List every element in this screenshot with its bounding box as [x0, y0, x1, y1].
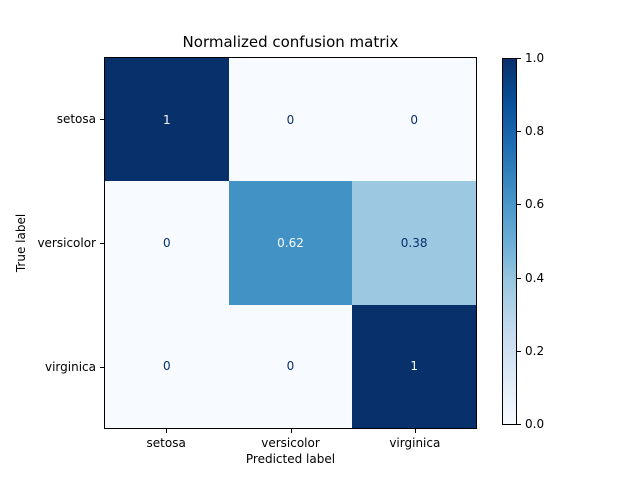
colorbar-tick-mark — [517, 131, 521, 133]
x-tick-label: virginica — [389, 436, 441, 450]
heatmap-cell: 0 — [105, 181, 229, 305]
cell-value: 0 — [163, 359, 171, 374]
heatmap-cell: 1 — [352, 304, 476, 428]
heatmap-cell: 1 — [105, 58, 229, 182]
colorbar — [502, 58, 517, 425]
heatmap-axes: 1 0 0 0 0.62 0.38 0 0 1 — [104, 57, 477, 429]
heatmap-cell: 0 — [228, 58, 353, 182]
colorbar-tick-mark — [517, 424, 521, 425]
colorbar-tick-label: 0.2 — [525, 343, 545, 358]
y-tick-mark — [100, 243, 104, 244]
x-tick-mark — [166, 429, 168, 433]
cell-value: 0.62 — [277, 235, 304, 250]
y-tick-mark — [100, 367, 104, 368]
colorbar-tick-mark — [517, 277, 521, 279]
cell-value: 0 — [163, 235, 171, 250]
cell-value: 0.38 — [400, 235, 428, 250]
colorbar-tick-label: 0.4 — [525, 270, 545, 285]
cell-value: 0 — [410, 112, 418, 127]
y-tick-label: setosa — [56, 112, 96, 126]
cell-value: 1 — [163, 112, 171, 127]
colorbar-tick-mark — [517, 350, 521, 352]
heatmap-cell: 0 — [352, 58, 476, 182]
colorbar-tick-label: 1.0 — [525, 51, 545, 65]
colorbar-tick-mark — [517, 204, 521, 206]
chart-title: Normalized confusion matrix — [182, 33, 399, 51]
x-tick-mark — [290, 429, 292, 433]
heatmap-cell: 0.62 — [228, 181, 353, 305]
colorbar-tick-label: 0.6 — [525, 197, 545, 212]
y-axis-label: True label — [14, 213, 28, 273]
x-tick-label: setosa — [146, 436, 186, 450]
cell-value: 1 — [410, 359, 418, 374]
heatmap-cell: 0 — [228, 304, 353, 428]
x-tick-mark — [414, 429, 416, 433]
colorbar-tick-label: 0.0 — [525, 417, 545, 431]
x-tick-label: versicolor — [261, 436, 320, 450]
x-axis-label: Predicted label — [245, 452, 336, 466]
colorbar-tick-label: 0.8 — [525, 124, 545, 139]
y-tick-label: virginica — [45, 360, 96, 374]
y-tick-label: versicolor — [37, 236, 96, 250]
cell-value: 0 — [286, 359, 295, 374]
y-tick-mark — [100, 119, 104, 120]
heatmap-cell: 0 — [105, 304, 229, 428]
colorbar-tick-mark — [517, 58, 521, 59]
heatmap-cell: 0.38 — [352, 181, 476, 305]
cell-value: 0 — [286, 112, 295, 127]
